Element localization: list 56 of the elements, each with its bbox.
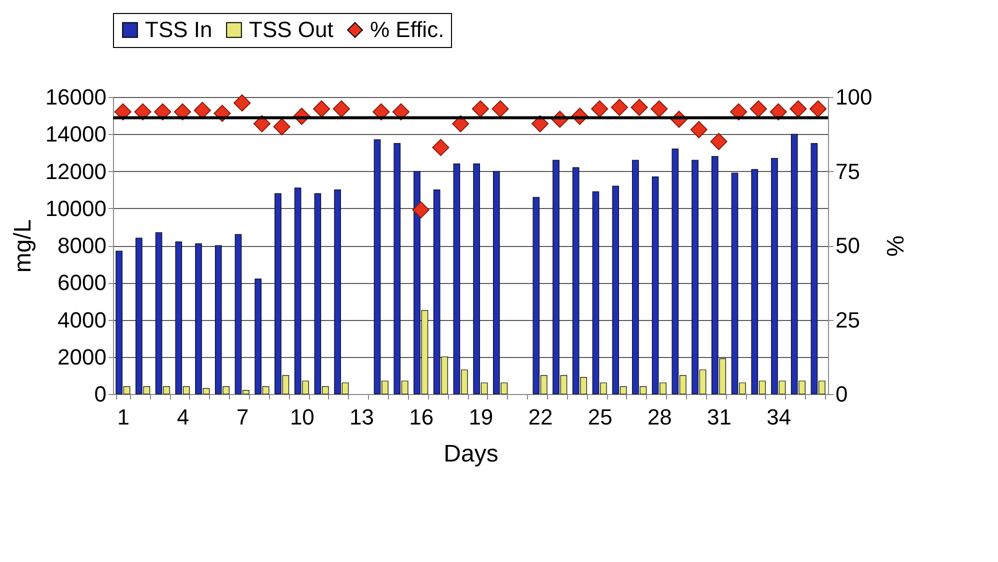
point: [630, 98, 648, 116]
point: [194, 102, 211, 119]
y-tick-label: 14000: [45, 122, 106, 147]
y-tick-label: 10000: [45, 196, 106, 221]
point: [432, 138, 450, 156]
legend-label: TSS Out: [249, 17, 334, 42]
point: [750, 100, 768, 118]
y-tick-label: 8000: [58, 233, 106, 258]
point: [810, 100, 827, 118]
x-tick-label: 13: [350, 404, 374, 430]
point: [472, 100, 489, 118]
y2-tick-label: 100: [836, 84, 872, 110]
point: [332, 100, 350, 118]
y2-tick-label: 0: [836, 382, 848, 406]
point: [710, 132, 728, 150]
legend-label: % Effic.: [370, 17, 444, 42]
point: [650, 100, 668, 118]
y-tick-label: 16000: [45, 84, 106, 110]
point: [234, 94, 251, 112]
point: [372, 103, 390, 120]
point: [690, 121, 708, 138]
x-tick-label: 10: [290, 404, 314, 430]
y-tick-label: 2000: [58, 344, 106, 370]
y-tick-label: 6000: [58, 270, 106, 296]
point: [730, 103, 748, 120]
x-tick-label: 28: [647, 404, 672, 430]
point: [591, 100, 608, 118]
y-tick-label: 4000: [58, 307, 106, 332]
x-tick-label: 25: [588, 404, 612, 430]
point: [273, 118, 290, 136]
x-tick-label: 34: [766, 404, 792, 430]
point: [154, 103, 172, 120]
point: [114, 103, 132, 120]
x-axis-title: Days: [444, 440, 498, 468]
point: [312, 100, 330, 118]
point: [610, 98, 628, 116]
x-tick-label: 22: [528, 404, 553, 430]
y-tick-label: 0: [94, 382, 106, 406]
x-tick-label: 19: [468, 404, 494, 430]
y-tick-label: 12000: [45, 158, 106, 184]
y2-axis-title: %: [881, 235, 908, 257]
y2-tick-label: 25: [836, 307, 860, 332]
y2-tick-label: 50: [836, 233, 860, 258]
x-tick-label: 7: [236, 404, 249, 430]
point: [790, 100, 807, 118]
point: [770, 103, 787, 120]
x-tick-label: 16: [409, 404, 434, 430]
x-tick-label: 4: [176, 404, 190, 430]
legend-label: TSS In: [145, 17, 212, 42]
y-axis-title: mg/L: [9, 219, 36, 273]
y2-tick-label: 75: [836, 158, 860, 184]
point: [492, 100, 509, 118]
point: [134, 103, 152, 120]
point: [412, 201, 430, 218]
x-tick-label: 1: [117, 404, 130, 430]
x-tick-label: 31: [707, 404, 732, 430]
